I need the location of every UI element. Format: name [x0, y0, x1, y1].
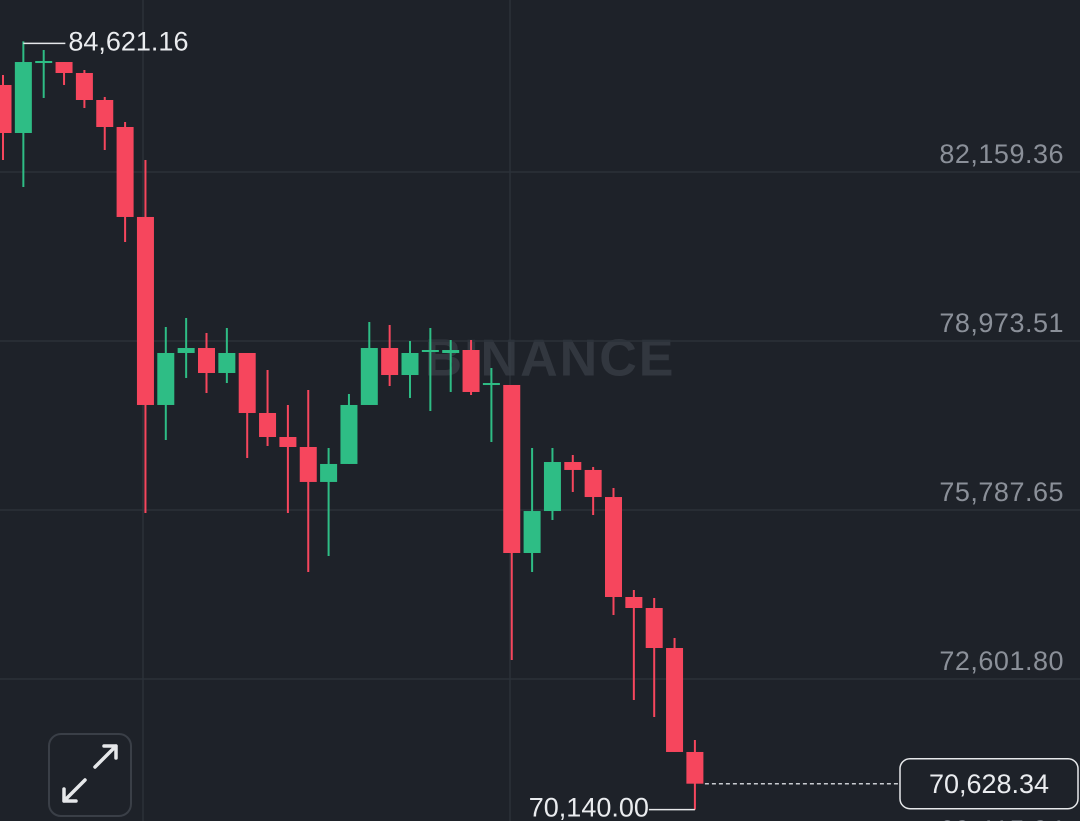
candle-body [279, 436, 297, 447]
candle-body [157, 352, 175, 405]
candle-body [340, 404, 358, 464]
candle-body [442, 350, 460, 353]
candle-body [35, 61, 53, 64]
plot: 82,159.36 78,973.51 75,787.65 72,601.80 69,4… [0, 26, 1080, 821]
candle-body [421, 349, 439, 352]
candle-body [686, 751, 704, 784]
candle-body [625, 596, 643, 609]
candle-body [482, 383, 500, 386]
candle-body [584, 469, 602, 498]
last-price-box [899, 757, 1079, 810]
candle-body [198, 348, 215, 373]
expand-button[interactable] [48, 733, 132, 817]
candle-body [401, 352, 419, 376]
candle-body [320, 463, 338, 482]
candle-body [75, 72, 93, 100]
candle-body [462, 349, 480, 392]
candle-body [55, 62, 73, 73]
candle-body [543, 462, 561, 512]
y-tick-label: 72,601.80 [939, 646, 1064, 676]
candle-body [503, 384, 521, 553]
high-label: 84,621.16 [68, 26, 188, 56]
y-tick-label: 75,787.65 [939, 477, 1064, 507]
candle-body [259, 412, 277, 437]
low-label: 70,140.00 [529, 793, 649, 821]
expand-button-frame[interactable] [48, 733, 132, 817]
candle-body [0, 84, 12, 133]
last-price-label: 70,628.34 [929, 769, 1049, 799]
y-tick-label: 78,973.51 [939, 308, 1064, 338]
y-tick-label: 69,415.94 [939, 815, 1064, 821]
y-tick-label: 82,159.36 [939, 139, 1064, 169]
candle-body [177, 348, 195, 353]
expand-icon[interactable] [62, 744, 118, 803]
candle-body [605, 497, 622, 597]
candle-body [218, 352, 236, 373]
candle-body [564, 462, 582, 470]
candle-body [116, 127, 134, 217]
candle-body [381, 348, 399, 376]
watermark: BINANCE [425, 330, 676, 388]
candle-body [136, 216, 154, 405]
candle-body [96, 99, 114, 128]
candle-body [14, 62, 32, 133]
candle-body [523, 511, 541, 553]
candle-body [666, 648, 684, 752]
candle-body [238, 352, 256, 413]
candle-body [645, 608, 663, 649]
candle-body [299, 446, 317, 482]
candle-body [360, 348, 378, 405]
